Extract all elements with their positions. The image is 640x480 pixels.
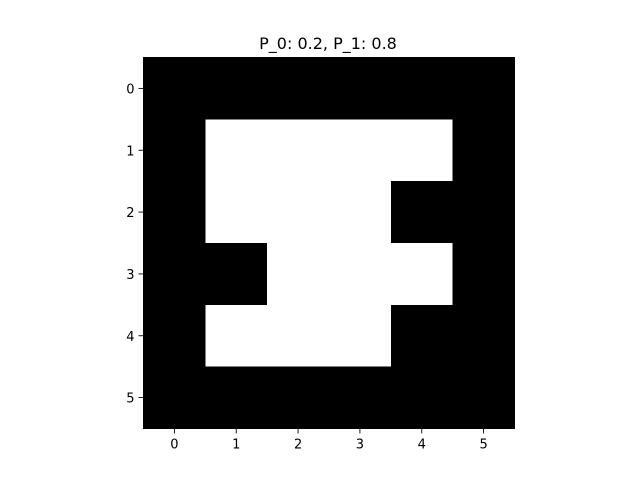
x-axis: 0 1 2 3 4 5	[170, 428, 488, 453]
heatmap-cell-r5-c5	[452, 366, 516, 430]
heatmap-cell-r3-c1	[205, 243, 268, 306]
x-tick-label: 2	[294, 438, 302, 453]
heatmap-cell-r0-c3	[329, 57, 392, 120]
y-tick-label: 0	[126, 82, 134, 97]
chart-title: P_0: 0.2, P_1: 0.8	[259, 34, 397, 54]
plot-frame	[143, 57, 515, 429]
heatmap-cell-r5-c0	[143, 366, 206, 430]
heatmap-cell-r2-c4	[390, 181, 454, 244]
x-tick-label: 3	[356, 438, 364, 453]
heatmap-cell-r1-c4	[390, 119, 454, 182]
heatmap-cell-r5-c3	[329, 366, 392, 430]
x-tick-label: 4	[418, 438, 426, 453]
heatmap-cell-r2-c1	[205, 181, 268, 244]
heatmap-cell-r4-c2	[267, 304, 330, 368]
heatmap-cells	[143, 57, 516, 430]
x-tick-label: 1	[232, 438, 240, 453]
heatmap-cell-r1-c0	[143, 119, 206, 182]
heatmap-cell-r4-c3	[329, 304, 392, 368]
heatmap-cell-r3-c0	[143, 243, 206, 306]
heatmap-cell-r1-c2	[267, 119, 330, 182]
y-tick-label: 5	[126, 392, 134, 407]
heatmap-cell-r0-c5	[452, 57, 516, 120]
heatmap-cell-r4-c5	[452, 304, 516, 368]
heatmap-cell-r0-c0	[143, 57, 206, 120]
heatmap-cell-r1-c1	[205, 119, 268, 182]
y-tick-label: 1	[126, 144, 134, 159]
heatmap-cell-r3-c4	[390, 243, 454, 306]
heatmap-cell-r5-c4	[390, 366, 454, 430]
heatmap-cell-r1-c3	[329, 119, 392, 182]
heatmap-cell-r0-c4	[390, 57, 454, 120]
heatmap-cell-r0-c1	[205, 57, 268, 120]
heatmap-cell-r2-c0	[143, 181, 206, 244]
heatmap-cell-r0-c2	[267, 57, 330, 120]
y-axis: 0 1 2 3 4 5	[126, 82, 144, 407]
heatmap-cell-r4-c0	[143, 304, 206, 368]
y-tick-label: 2	[126, 206, 134, 221]
heatmap-cell-r4-c1	[205, 304, 268, 368]
heatmap-cell-r3-c3	[329, 243, 392, 306]
heatmap-cell-r4-c4	[390, 304, 454, 368]
heatmap-cell-r1-c5	[452, 119, 516, 182]
heatmap-cell-r2-c5	[452, 181, 516, 244]
heatmap-cell-r5-c2	[267, 366, 330, 430]
heatmap-cell-r2-c2	[267, 181, 330, 244]
heatmap-cell-r2-c3	[329, 181, 392, 244]
y-tick-label: 3	[126, 268, 134, 283]
y-tick-label: 4	[126, 330, 134, 345]
heatmap-cell-r5-c1	[205, 366, 268, 430]
heatmap-cell-r3-c2	[267, 243, 330, 306]
heatmap-cell-r3-c5	[452, 243, 516, 306]
x-tick-label: 5	[479, 438, 487, 453]
x-tick-label: 0	[170, 438, 178, 453]
